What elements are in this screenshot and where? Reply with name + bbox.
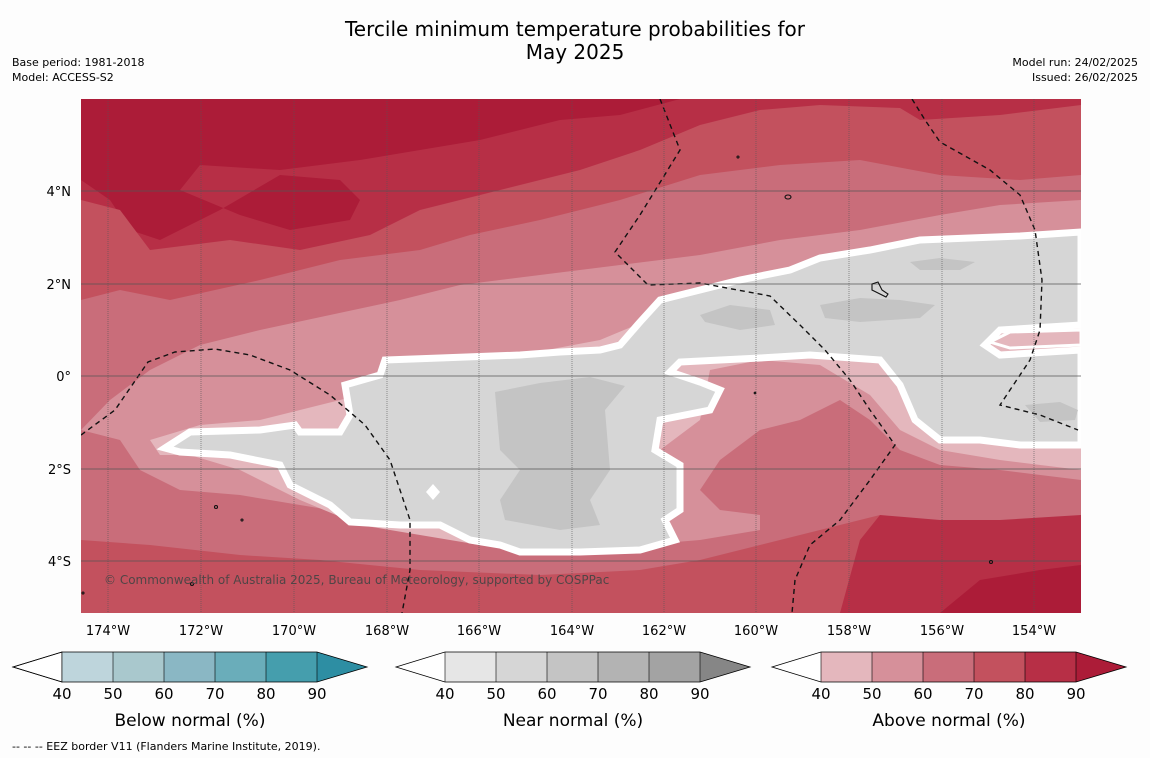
cb-below-tick-40: 40: [52, 685, 71, 703]
cb-below-tick-70: 70: [205, 685, 224, 703]
cb-above-seg-5: [1025, 652, 1076, 682]
cb-near-seg-1: [445, 652, 496, 682]
lon-label-154w: 154°W: [1012, 624, 1056, 639]
cb-near-tick-90: 90: [690, 685, 709, 703]
cb-above-tick-80: 80: [1015, 685, 1034, 703]
cb-below-tick-80: 80: [256, 685, 275, 703]
lat-label-2s: 2°S: [48, 463, 71, 478]
cb-below-seg-4: [215, 652, 266, 682]
title-line-2: May 2025: [525, 40, 625, 64]
model-run: Model run: 24/02/2025: [1012, 56, 1138, 69]
band-near-50-central: [495, 377, 625, 530]
colorbar-near-normal: 40 50 60 70 80 90 Near normal (%): [394, 651, 752, 731]
band-above-90-nw: [81, 99, 680, 240]
lat-labels: 4°N 2°N 0° 2°S 4°S: [47, 185, 72, 570]
lon-label-164w: 164°W: [550, 624, 594, 639]
cb-near-seg-2: [496, 652, 547, 682]
cb-below-extend-low: [11, 651, 63, 683]
cb-below-tick-90: 90: [307, 685, 326, 703]
cb-near-tick-40: 40: [435, 685, 454, 703]
cb-near-tick-60: 60: [537, 685, 556, 703]
cb-near-tick-70: 70: [588, 685, 607, 703]
lat-label-0: 0°: [56, 370, 71, 385]
lon-label-168w: 168°W: [365, 624, 409, 639]
lon-labels: 174°W 172°W 170°W 168°W 166°W 164°W 162°…: [86, 624, 1056, 639]
eez-footnote: -- -- -- EEZ border V11 (Flanders Marine…: [12, 740, 321, 753]
cb-below-seg-5: [266, 652, 317, 682]
cb-below-seg-1: [62, 652, 113, 682]
meta-left: Base period: 1981-2018 Model: ACCESS-S2: [12, 55, 144, 85]
cb-near-tick-50: 50: [486, 685, 505, 703]
band-near-50-patch-3: [1025, 402, 1078, 422]
cb-above-tick-40: 40: [811, 685, 830, 703]
lat-label-2n: 2°N: [47, 278, 72, 293]
issued-date: Issued: 26/02/2025: [1031, 71, 1138, 84]
cb-below-tick-50: 50: [103, 685, 122, 703]
cb-above-title: Above normal (%): [872, 711, 1025, 731]
cb-above-seg-1: [821, 652, 872, 682]
cb-near-seg-5: [649, 652, 700, 682]
lon-label-174w: 174°W: [86, 624, 130, 639]
cb-near-extend-low: [396, 652, 445, 682]
cb-near-tick-80: 80: [639, 685, 658, 703]
lon-label-160w: 160°W: [734, 624, 778, 639]
cb-below-extend-high: [317, 652, 367, 682]
islands: [81, 155, 994, 595]
colorbar-below-normal: 40 50 60 70 80 90 Below normal (%): [11, 651, 369, 731]
copyright-text: © Commonwealth of Australia 2025, Bureau…: [104, 573, 609, 587]
cb-above-extend-low: [772, 652, 821, 682]
lon-label-170w: 170°W: [272, 624, 316, 639]
base-period: Base period: 1981-2018: [12, 56, 145, 69]
cb-above-seg-2: [872, 652, 923, 682]
cb-above-tick-70: 70: [964, 685, 983, 703]
cb-near-title: Near normal (%): [503, 711, 643, 731]
band-near-50-patch-2: [910, 258, 975, 270]
cb-below-seg-3: [164, 652, 215, 682]
band-above-40-inset: [985, 328, 1081, 350]
title-line-1: Tercile minimum temperature probabilitie…: [344, 17, 806, 41]
lat-label-4n: 4°N: [47, 185, 72, 200]
lat-label-4s: 4°S: [48, 555, 71, 570]
cb-near-extend-high: [700, 652, 750, 682]
cb-near-seg-4: [598, 652, 649, 682]
cb-below-seg-2: [113, 652, 164, 682]
white-diamond: [426, 484, 440, 500]
cb-above-tick-90: 90: [1066, 685, 1085, 703]
cb-below-title: Below normal (%): [115, 711, 266, 731]
colorbar-above-normal: 40 50 60 70 80 90 Above normal (%): [770, 651, 1128, 731]
latitude-lines: [81, 190, 1081, 562]
band-above-90-se: [940, 565, 1081, 613]
cb-above-seg-4: [974, 652, 1025, 682]
cb-above-extend-high: [1076, 652, 1126, 682]
probability-field: © Commonwealth of Australia 2025, Bureau…: [81, 99, 1081, 613]
lon-label-172w: 172°W: [179, 624, 223, 639]
eez-borders: [81, 99, 1079, 613]
lon-label-166w: 166°W: [457, 624, 501, 639]
graticule: [107, 99, 1035, 613]
cb-above-tick-50: 50: [862, 685, 881, 703]
meta-right: Model run: 24/02/2025 Issued: 26/02/2025: [1012, 55, 1138, 85]
cb-above-seg-3: [923, 652, 974, 682]
model-name: Model: ACCESS-S2: [12, 71, 114, 84]
lon-label-158w: 158°W: [827, 624, 871, 639]
cb-below-tick-60: 60: [154, 685, 173, 703]
map-title: Tercile minimum temperature probabilitie…: [0, 18, 1150, 64]
lon-label-156w: 156°W: [920, 624, 964, 639]
lon-label-162w: 162°W: [642, 624, 686, 639]
cb-near-seg-3: [547, 652, 598, 682]
cb-above-tick-60: 60: [913, 685, 932, 703]
